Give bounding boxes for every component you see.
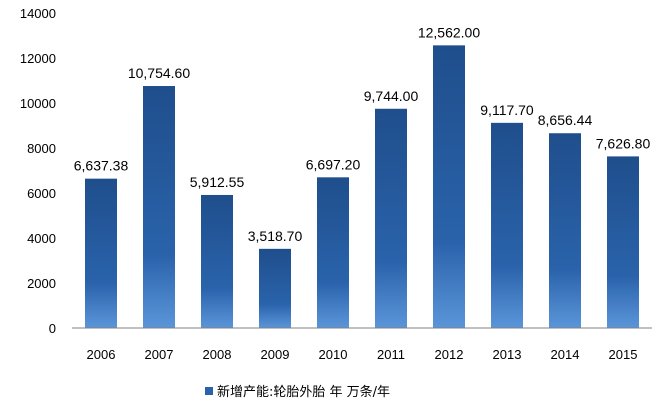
x-tick-label: 2014	[551, 347, 580, 362]
bar-2006	[85, 178, 117, 328]
x-tick-label: 2006	[87, 347, 116, 362]
data-label: 6,697.20	[306, 156, 361, 172]
y-tick-label: 8000	[27, 141, 56, 156]
bar-series	[85, 45, 639, 329]
bar-2011	[375, 108, 407, 328]
data-label: 9,744.00	[364, 88, 419, 104]
bar-2008	[201, 194, 233, 328]
x-tick-label: 2011	[377, 347, 405, 362]
bar-2007	[143, 86, 175, 328]
x-tick-label: 2008	[203, 347, 232, 362]
data-label: 8,656.44	[538, 112, 593, 128]
x-axis-ticks: 2006 2007 2008 2009 2010 2011 2012 2013 2014 2015	[87, 347, 638, 362]
y-tick-label: 12000	[20, 51, 56, 66]
legend: 新增产能:轮胎外胎 年 万条/年	[205, 384, 390, 400]
data-label: 9,117.70	[480, 102, 534, 118]
legend-swatch	[205, 387, 213, 395]
bar-2014	[549, 133, 581, 328]
x-tick-label: 2013	[493, 347, 522, 362]
bar-2015	[607, 156, 639, 328]
x-tick-label: 2015	[609, 347, 638, 362]
data-labels: 6,637.38 10,754.60 5,912.55 3,518.70 6,697.2…	[74, 24, 651, 243]
y-axis-ticks: 0 2000 4000 6000 8000 10000 12000 14000	[20, 6, 56, 336]
data-label: 7,626.80	[596, 135, 651, 151]
x-tick-label: 2012	[435, 347, 464, 362]
x-tick-label: 2009	[261, 347, 290, 362]
y-tick-label: 4000	[27, 231, 56, 246]
x-tick-label: 2010	[319, 347, 348, 362]
y-tick-label: 14000	[20, 6, 56, 21]
data-label: 5,912.55	[190, 174, 245, 190]
bar-2013	[491, 122, 523, 329]
x-tick-label: 2007	[145, 347, 174, 362]
data-label: 6,637.38	[74, 158, 129, 174]
bar-2009	[259, 248, 291, 328]
y-tick-label: 0	[49, 321, 56, 336]
bar-2012	[433, 45, 465, 328]
y-tick-label: 6000	[27, 186, 56, 201]
y-tick-label: 2000	[27, 276, 56, 291]
y-tick-label: 10000	[20, 96, 56, 111]
data-label: 12,562.00	[418, 24, 480, 40]
data-label: 3,518.70	[248, 228, 303, 244]
legend-label: 新增产能:轮胎外胎 年 万条/年	[217, 384, 390, 400]
data-label: 10,754.60	[128, 65, 190, 81]
bar-2010	[317, 177, 349, 328]
